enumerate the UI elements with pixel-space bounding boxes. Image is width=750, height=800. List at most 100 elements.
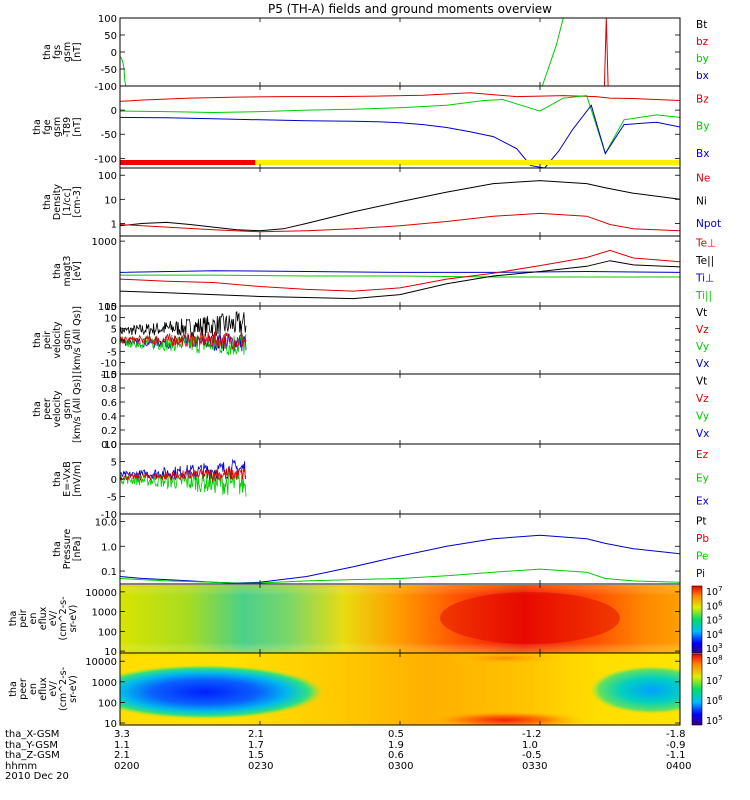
peer-spectrogram-ylabel-4: eV/ <box>48 680 59 696</box>
chart-title: P5 (TH-A) fields and ground moments over… <box>268 2 552 16</box>
pos-z-4: -1.1 <box>666 750 686 761</box>
density-legend-ne: Ne <box>696 173 710 185</box>
peer-velocity-ytick-1: 0.8 <box>101 384 117 395</box>
peer-spectrogram-image <box>120 653 680 725</box>
peir-velocity-noisy-vt <box>120 311 247 337</box>
pos-y-3: 1.0 <box>522 740 538 751</box>
density-series-ni-0 <box>120 180 680 232</box>
density-ylabel-0: tha <box>42 194 53 210</box>
density-ytick-2: 1 <box>111 219 117 230</box>
peir-spectrogram-cbar-tick-2: 105 <box>706 614 723 627</box>
pos-z-0: 2.1 <box>114 750 130 761</box>
peir-velocity-ylabel-1: peir <box>42 331 53 350</box>
peer-velocity-legend-vt: Vt <box>696 376 707 388</box>
row-label-hhmm: hhmm <box>5 761 37 772</box>
fgs-legend-bt: Bt <box>696 19 707 31</box>
efield-ylabel-0: tha <box>52 471 63 487</box>
magt3-ylabel-0: tha <box>52 263 63 279</box>
fgs-legend-bx: bx <box>696 70 709 82</box>
peir-velocity-ytick-4: -5 <box>107 347 117 358</box>
density-legend-ni: Ni <box>696 195 707 207</box>
fge-ylabel-2: gsm <box>52 117 63 137</box>
peir-spectrogram-ytick-1: 1000 <box>92 608 117 619</box>
efield-frame <box>119 443 681 515</box>
efield-legend-ey: Ey <box>696 472 709 484</box>
fgs-ytick-2: 0 <box>111 48 117 59</box>
density-ylabel-2: [1/cc] <box>62 188 73 215</box>
magt3-legend-te: Te⊥ <box>695 238 716 250</box>
fgs-frame <box>119 17 681 87</box>
pressure-legend-pb: Pb <box>696 533 709 545</box>
magt3-series-te-3 <box>120 260 680 300</box>
fge-ytick-1: -50 <box>101 130 117 141</box>
time-tick-1: 0230 <box>248 761 273 772</box>
pos-x-3: -1.2 <box>522 729 542 740</box>
density-traces <box>120 180 680 233</box>
colorbar-peir <box>691 585 703 654</box>
peir-spectrogram-cbar-tick-0: 107 <box>706 585 723 598</box>
fge-legend-bz: Bz <box>696 93 709 105</box>
fge-ylabel-0: tha <box>32 119 43 135</box>
pressure-ytick-0: 10.0 <box>95 517 117 528</box>
magt3-traces <box>120 249 680 300</box>
efield-ylabel-1: E=-VxB <box>62 461 73 496</box>
fgs-ytick-1: 50 <box>104 31 117 42</box>
efield-traces <box>120 458 247 497</box>
row-label-x: tha_X-GSM <box>5 729 59 740</box>
fgs-series-by-0 <box>120 56 127 86</box>
date-label: 2010 Dec 20 <box>5 771 69 782</box>
peir-spectrogram-ylabel-3: eflux <box>38 606 49 630</box>
row-label-y: tha_Y-GSM <box>5 740 58 751</box>
pressure-ylabel-0: tha <box>52 541 63 557</box>
fgs-ytick-0: 100 <box>98 14 117 25</box>
peir-velocity-legend-vx: Vx <box>696 358 709 370</box>
density-ylabel-1: Density <box>52 184 63 220</box>
peer-spectrogram-ylabel-6: sr-eV) <box>68 675 79 703</box>
peir-velocity-ytick-3: 0 <box>111 336 117 347</box>
density-legend-npot: Npot <box>696 218 721 230</box>
density-ytick-0: 100 <box>98 171 117 182</box>
peer-velocity-ytick-4: 0.2 <box>101 426 117 437</box>
peir-spectrogram-cbar-tick-1: 106 <box>706 599 723 612</box>
peir-spectrogram-ytick-0: 10000 <box>85 588 117 599</box>
efield-legend-ez: Ez <box>696 449 709 461</box>
efield-ytick-1: 5 <box>111 458 117 469</box>
peer-spectrogram-cbar-tick-3: 105 <box>706 714 723 727</box>
peir-spectrogram-cbar-tick-3: 104 <box>706 628 723 641</box>
magt3-series-ti-0 <box>120 270 680 273</box>
fgs-ylabel-2: gsm <box>62 42 73 62</box>
pos-x-2: 0.5 <box>388 729 404 740</box>
fge-series-bx-2 <box>120 104 680 168</box>
peer-velocity-legend-vx: Vx <box>696 428 709 440</box>
fge-ylabel-4: [nT] <box>72 117 83 136</box>
peir-spectrogram-ylabel-2: en <box>28 613 39 625</box>
magt3-legend-te: Te|| <box>695 255 714 267</box>
peer-velocity-ytick-3: 0.4 <box>101 412 117 423</box>
peer-velocity-ylabel-4: [km/s (All Qs)] <box>72 375 83 443</box>
peir-spectrogram-ylabel-4: eV/ <box>48 610 59 626</box>
peer-spectrogram-ylabel-0: tha <box>8 681 19 697</box>
fgs-ytick-4: -100 <box>94 82 117 93</box>
fge-ylabel-1: fge <box>42 119 53 134</box>
fge-series-by-1 <box>120 95 680 155</box>
time-tick-2: 0300 <box>388 761 413 772</box>
pressure-ylabel-1: Pressure <box>62 529 73 570</box>
pressure-ytick-2: 0.1 <box>101 567 117 578</box>
data-layer <box>120 18 681 584</box>
peir-velocity-legend-vt: Vt <box>696 307 707 319</box>
fge-traces <box>120 92 680 168</box>
row-label-z: tha_Z-GSM <box>5 750 60 761</box>
peer-velocity-ytick-2: 0.6 <box>101 398 117 409</box>
pos-x-4: -1.8 <box>666 729 686 740</box>
peer-spectrogram-ytick-1: 1000 <box>92 678 117 689</box>
time-axis-table: tha_X-GSM tha_Y-GSM tha_Z-GSM hhmm 2010 … <box>5 729 691 782</box>
pressure-ytick-1: 1.0 <box>101 542 117 553</box>
fge-mode-bar-0 <box>120 160 256 165</box>
peir-velocity-ytick-1: 10 <box>104 313 117 324</box>
pos-y-4: -0.9 <box>666 740 686 751</box>
pos-y-0: 1.1 <box>114 740 130 751</box>
fge-legend-bx: Bx <box>696 148 709 160</box>
peir-velocity-ytick-2: 5 <box>111 325 117 336</box>
time-tick-0: 0200 <box>114 761 139 772</box>
peir-velocity-ylabel-3: gsm <box>62 330 73 350</box>
